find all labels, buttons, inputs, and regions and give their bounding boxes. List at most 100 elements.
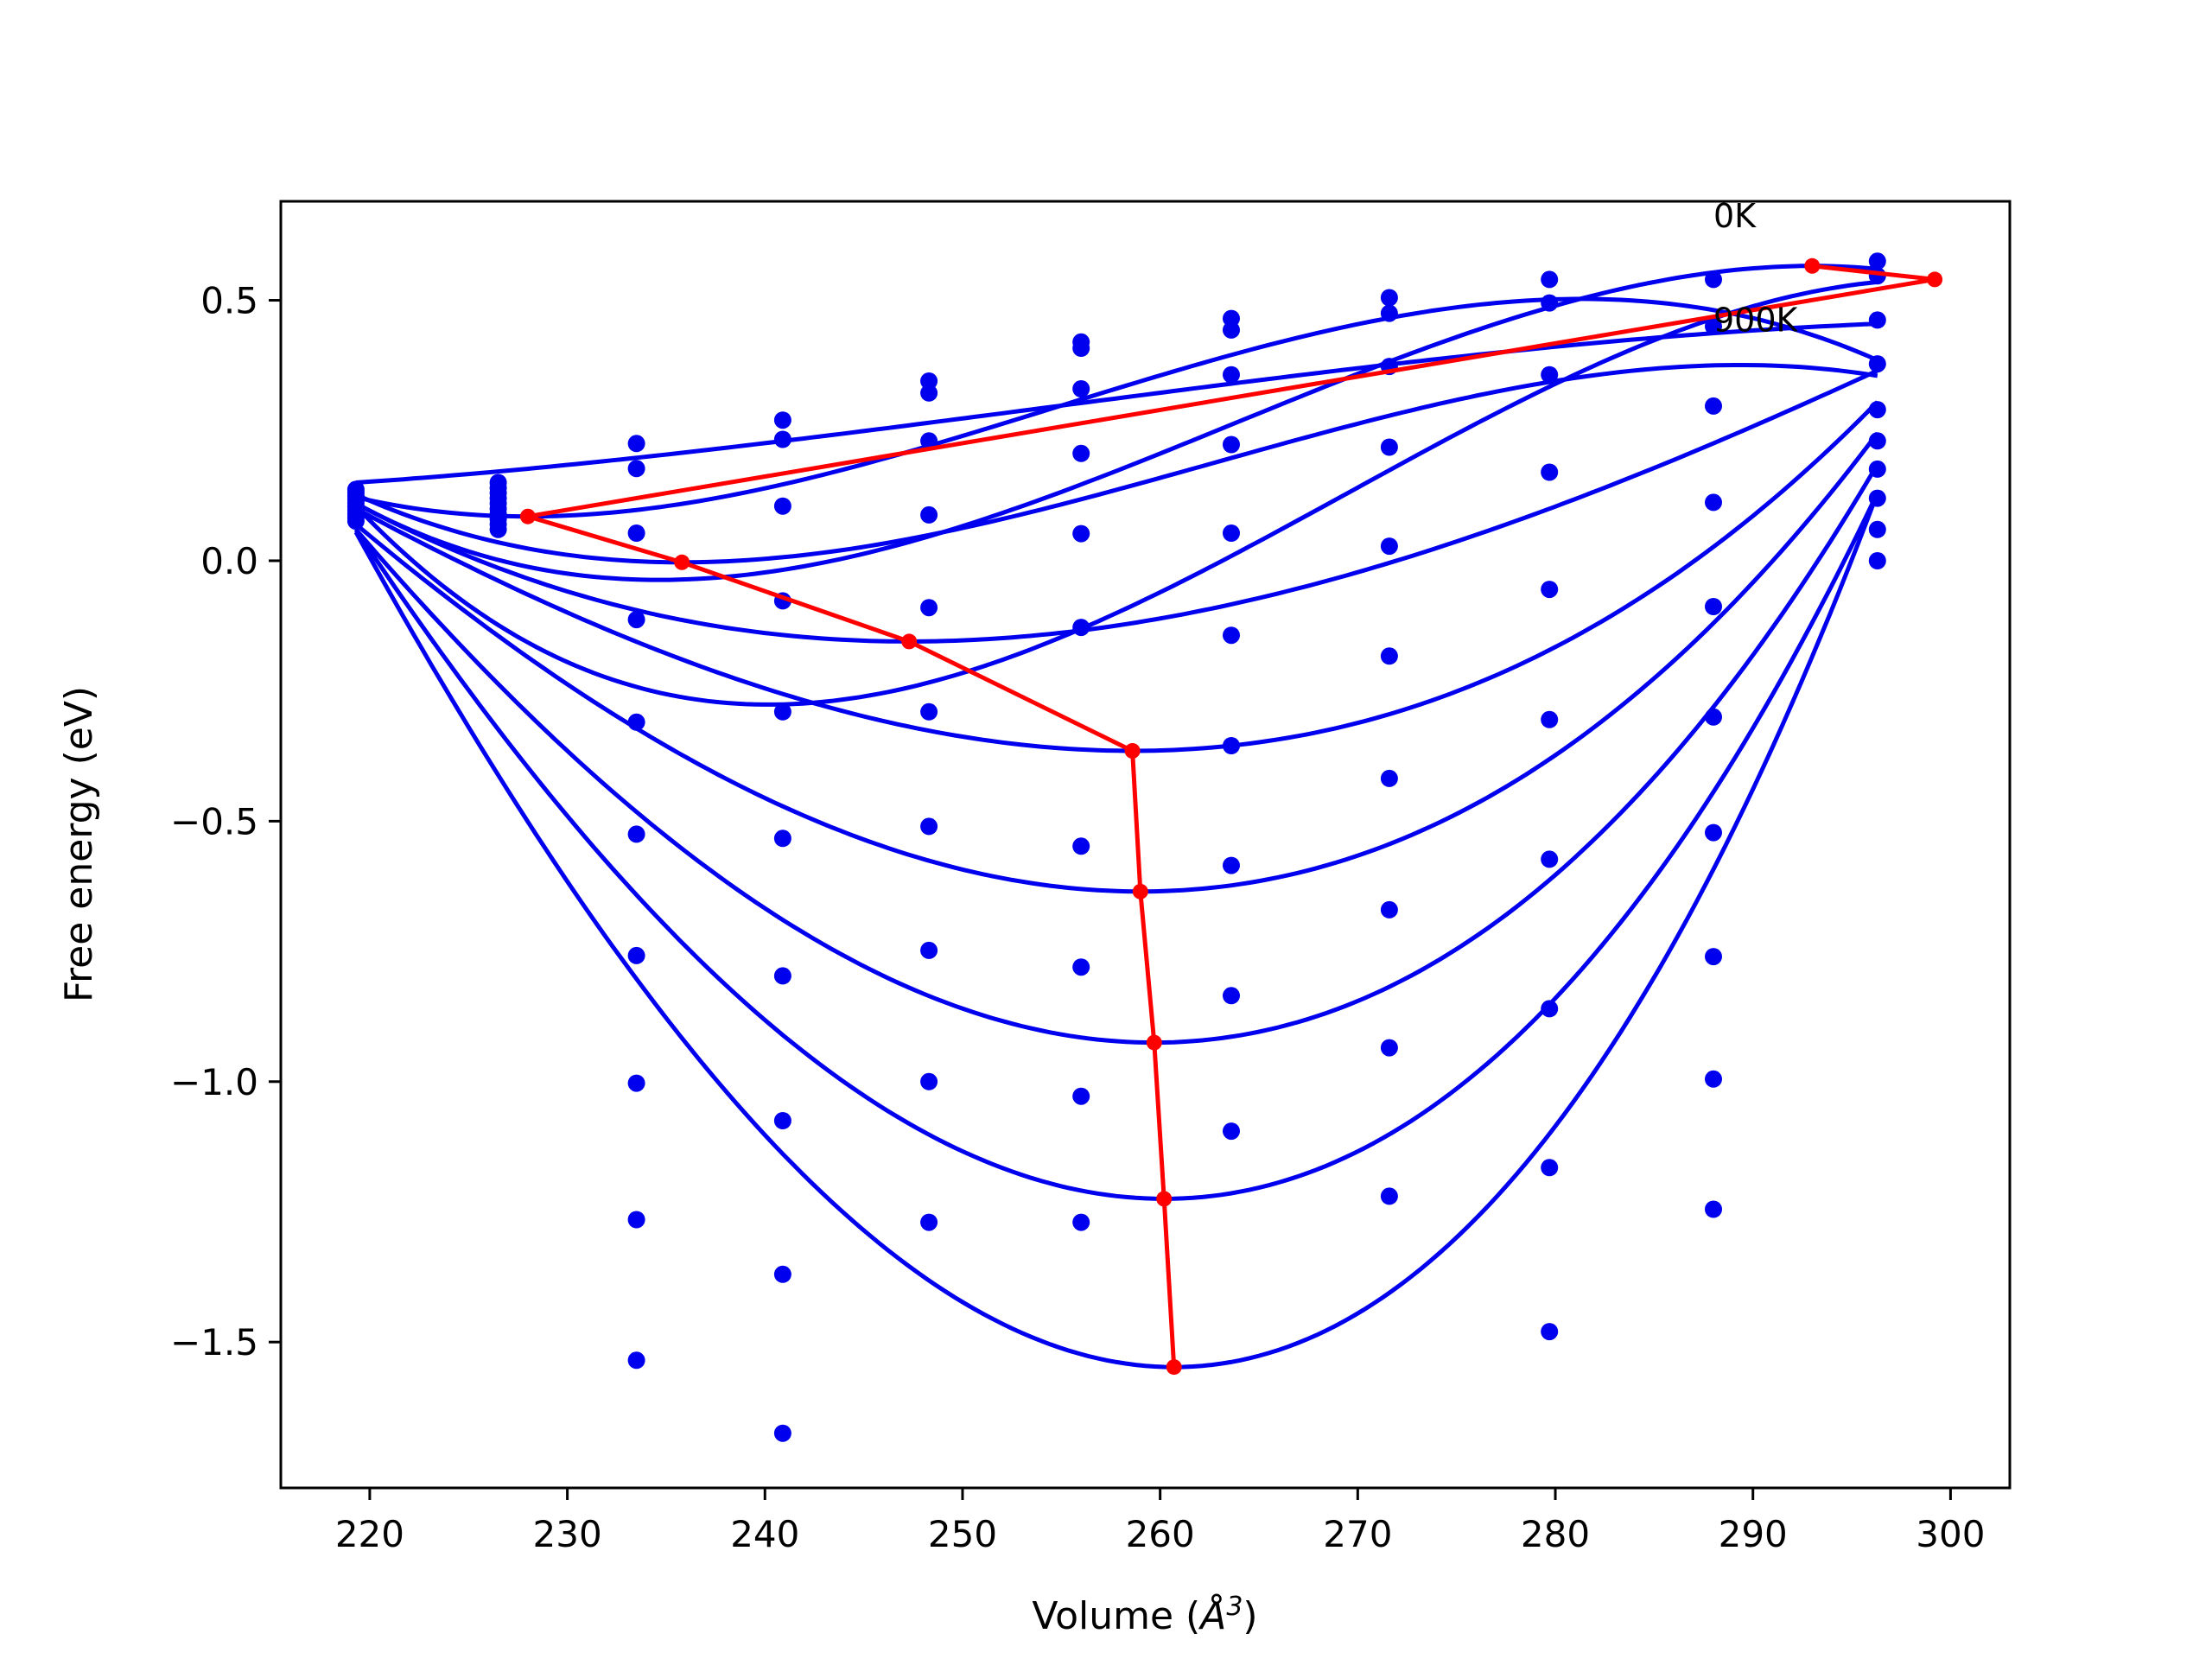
data-point [1223, 987, 1240, 1005]
data-point [1868, 311, 1886, 329]
fit-curve [354, 279, 1878, 707]
data-point [773, 1424, 791, 1442]
data-point [627, 1074, 645, 1092]
data-point [1223, 524, 1240, 542]
x-tick-label: 280 [1521, 1513, 1590, 1555]
y-tick-label: −1.5 [170, 1321, 258, 1363]
data-point [920, 702, 938, 721]
minimum-point [901, 633, 918, 650]
data-point [1705, 493, 1722, 512]
data-point [1705, 823, 1722, 842]
x-tick-label: 270 [1323, 1513, 1392, 1555]
data-point [1705, 948, 1722, 966]
data-point [1868, 252, 1886, 270]
minimum-point [674, 554, 690, 570]
x-tick-label: 290 [1719, 1513, 1788, 1555]
fit-curve [354, 400, 1879, 753]
data-point [1868, 460, 1886, 478]
data-point [1868, 552, 1886, 569]
data-point [1380, 304, 1398, 322]
data-point [1380, 1039, 1398, 1057]
x-axis-label: Volume (Å3) [1032, 1592, 1257, 1638]
data-point [1541, 365, 1559, 384]
data-point [489, 520, 507, 538]
data-point [1868, 401, 1886, 419]
minimum-path-line [527, 264, 1936, 1368]
minimum-point [1124, 743, 1141, 759]
data-point [1705, 708, 1722, 726]
data-point [1380, 769, 1398, 787]
minimum-point [1927, 271, 1943, 288]
data-point [1380, 438, 1398, 456]
minimum-path [519, 257, 1943, 1376]
y-tick-label: −0.5 [170, 800, 258, 842]
data-point [627, 825, 645, 843]
x-axis-ticks: 220 230 240 250 260 270 280 290 300 [335, 1488, 1985, 1555]
data-point [920, 505, 938, 524]
plot-frame [279, 200, 2012, 1490]
x-tick-label: 250 [928, 1513, 997, 1555]
y-axis-label: Free energy (eV) [57, 686, 101, 1002]
data-point [1223, 365, 1240, 384]
data-point [1705, 598, 1722, 615]
data-point [773, 1265, 791, 1283]
data-point [1541, 1323, 1559, 1341]
fit-curve [354, 463, 1879, 1046]
data-point [1541, 463, 1559, 481]
curve-annotation: 900K [1713, 302, 1799, 340]
data-point [1380, 1187, 1398, 1205]
data-point [920, 432, 938, 450]
minimum-point [1156, 1191, 1173, 1207]
data-point [920, 817, 938, 836]
data-point [920, 941, 938, 959]
data-point [773, 702, 791, 721]
data-point [1705, 1200, 1722, 1218]
x-tick-label: 240 [730, 1513, 799, 1555]
x-tick-label: 230 [533, 1513, 602, 1555]
data-point [1380, 289, 1398, 307]
data-point [920, 599, 938, 617]
fit-curve [353, 492, 1880, 1201]
data-point [1868, 489, 1886, 507]
fit-curve [354, 264, 1878, 582]
data-point [1072, 524, 1090, 543]
data-point [1072, 958, 1090, 976]
data-point [1380, 900, 1398, 918]
data-point [627, 946, 645, 964]
data-point [920, 1213, 938, 1231]
data-point [773, 430, 791, 448]
data-point [1541, 850, 1559, 868]
data-point [627, 713, 645, 731]
data-point [1868, 520, 1886, 538]
data-point [1072, 619, 1090, 637]
data-point [1223, 435, 1240, 454]
data-point [1072, 340, 1090, 357]
data-point [1223, 321, 1240, 339]
data-point [1705, 397, 1722, 415]
data-point [627, 1211, 645, 1229]
data-point [1223, 737, 1240, 754]
data-point [1380, 647, 1398, 665]
data-point [920, 384, 938, 402]
data-point [1223, 856, 1240, 874]
data-point [773, 1112, 791, 1129]
data-point [920, 1072, 938, 1090]
data-point [1705, 1070, 1722, 1088]
fit-curve [353, 492, 1880, 1370]
data-point [346, 512, 365, 531]
x-tick-label: 220 [335, 1513, 404, 1555]
data-point [1868, 355, 1886, 373]
minimum-point [1804, 257, 1821, 274]
curve-annotation: 0K [1713, 197, 1757, 235]
data-point [1223, 626, 1240, 645]
data-point [1705, 317, 1722, 335]
fit-curve [355, 321, 1878, 485]
data-points [346, 252, 1886, 1442]
data-point [627, 1351, 645, 1370]
y-tick-label: −1.0 [170, 1061, 258, 1103]
data-point [627, 611, 645, 629]
data-point [1072, 1213, 1090, 1231]
data-point [1380, 537, 1398, 556]
data-point [1072, 837, 1090, 855]
data-point [1868, 432, 1886, 450]
